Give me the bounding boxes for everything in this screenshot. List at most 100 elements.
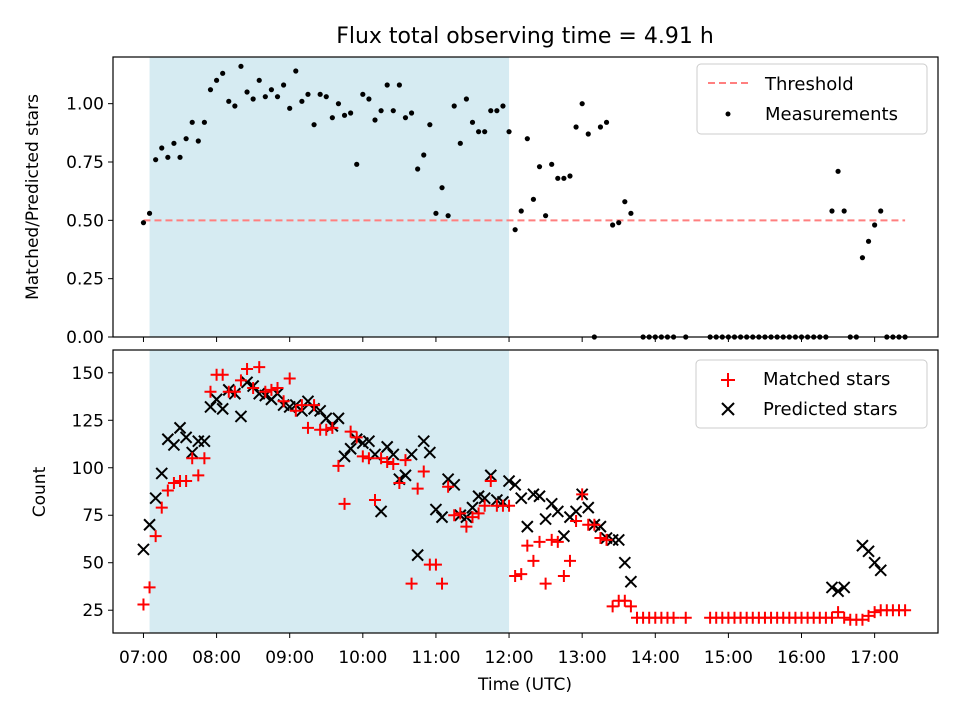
matched-legend-label: Matched stars [763,369,890,390]
predicted-point [179,431,193,444]
matched-point [624,600,637,613]
measurement-point [469,119,476,125]
count-y-tick-label: 100 [72,459,104,479]
matched-point [411,482,424,495]
predicted-point [417,434,430,448]
measurement-point [421,152,427,158]
measurement-point [597,124,604,130]
matched-point [679,611,692,624]
ratio-legend-frame [696,63,928,135]
time-x-axis: 07:00 08:00 09:00 10:00 11:00 12:00 13:00 14:00… [119,633,899,668]
matched-point [155,501,168,514]
matched-point [405,577,418,590]
matched-point [563,554,576,567]
time-tick-label: 10:00 [338,648,387,668]
count-legend: Matched stars Predicted stars [695,359,928,429]
chart-title: Flux total observing time = 4.91 h [336,24,714,49]
ratio-panel: 0.00 0.25 0.50 0.75 1.00 Matched/Predicted s… [23,56,939,348]
ratio-plot-frame [112,56,939,338]
matched-point [557,570,570,583]
matched-point [515,568,528,581]
matched-point [186,452,199,465]
measurement-point [610,222,616,228]
matched-layer [137,361,912,626]
measurement-point [841,208,847,214]
measurement-point [293,68,299,74]
matched-point [338,497,351,510]
matched-point [570,514,583,527]
observing-interval-shade-lower [149,350,510,633]
time-tick-label: 16:00 [777,648,826,668]
predicted-point [569,505,583,518]
ratio-y-tick-label: 0.50 [66,211,104,231]
measurement-point [512,227,518,233]
measurement-point [287,105,293,111]
predicted-point [313,404,327,417]
predicted-point [423,446,437,459]
time-tick-label: 13:00 [558,648,607,668]
predicted-point [338,450,351,463]
measurement-point [543,213,549,219]
measurement-point [384,82,390,88]
measurement-point [829,208,835,214]
count-plot-frame [112,349,939,634]
predicted-point [149,491,162,505]
matched-point [180,475,193,488]
predicted-point [155,467,168,480]
measurement-point [183,136,189,142]
measurement-point [323,94,329,100]
measurement-point [281,82,287,88]
predicted-point [624,575,638,588]
predicted-point [618,556,632,569]
matched-point [283,372,296,385]
matched-legend-swatch [721,373,735,387]
predicted-point [874,564,887,577]
matched-point [277,395,290,408]
measurement-point [390,108,396,114]
matched-point [265,383,278,396]
matched-point [369,494,382,507]
measurement-point [268,87,275,93]
measurement-point [213,77,220,83]
measurement-point [195,138,201,144]
predicted-legend-label: Predicted stars [763,399,897,420]
matched-point [436,577,449,590]
predicted-point [320,412,333,425]
measurement-point [530,196,537,202]
ratio-y-axis: 0.00 0.25 0.50 0.75 1.00 [66,95,113,348]
measurement-point [408,110,415,116]
matched-point [149,530,162,543]
matched-point [241,362,254,375]
measurement-point [201,119,207,125]
predicted-point [137,543,150,556]
matched-point [521,539,534,552]
measurement-point [506,129,512,135]
predicted-point [143,518,156,531]
matched-point [295,399,308,412]
measurement-point [171,140,177,146]
predicted-point [508,478,522,492]
matched-point [868,606,881,619]
matched-point [259,385,272,398]
predicted-point [612,533,625,547]
count-y-tick-label: 150 [72,364,104,384]
measurement-point [865,238,872,244]
measurement-point [244,89,250,95]
count-y-axis: 25 50 75 100 125 150 [72,364,113,621]
matched-point [527,554,540,567]
matched-point [484,475,497,488]
measurement-point [348,110,354,116]
matched-point [356,450,369,463]
measurement-point [299,98,305,104]
matched-point [417,465,430,478]
matched-point [234,374,247,387]
measurement-point [561,175,567,181]
predicted-point [173,421,187,435]
measurement-point [500,103,506,109]
measurement-point [835,168,841,174]
matched-point [393,476,406,489]
time-tick-label: 14:00 [631,648,680,668]
matched-point [192,469,205,482]
predicted-point [545,497,558,511]
measurement-point [396,82,402,88]
